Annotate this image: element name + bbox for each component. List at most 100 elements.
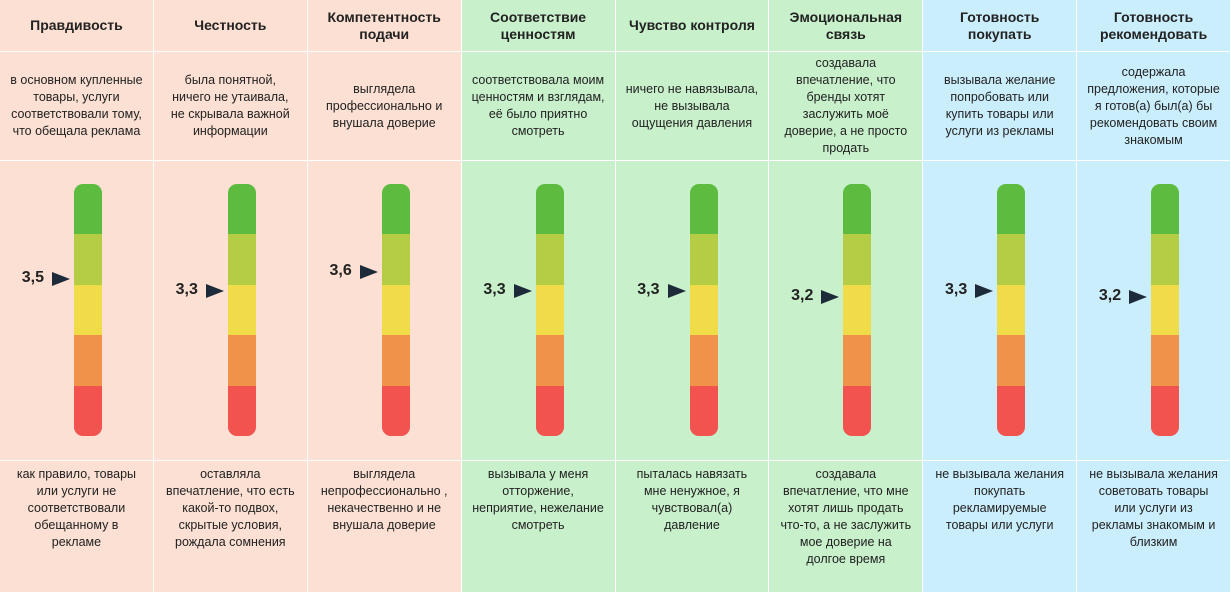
top-divider xyxy=(615,160,769,161)
gauge-segment xyxy=(535,335,564,386)
gauge-segment xyxy=(1151,284,1180,336)
category-column: Готовность покупать вызывала желание попр… xyxy=(923,0,1078,592)
value-arrow xyxy=(975,284,994,299)
category-title: Честность xyxy=(194,17,267,33)
gauge-segment xyxy=(535,284,564,336)
gauge-segment xyxy=(689,284,718,336)
bottom-divider xyxy=(769,460,923,461)
header-divider xyxy=(769,51,923,52)
value-label: 3,2 xyxy=(1098,287,1122,305)
gauge-segment xyxy=(1151,184,1180,235)
gauge-segment xyxy=(535,184,564,235)
header-divider xyxy=(1077,51,1230,52)
value-label: 3,3 xyxy=(175,281,198,299)
value-arrow xyxy=(821,290,840,305)
header-divider xyxy=(923,51,1077,52)
bottom-divider xyxy=(615,460,769,461)
high-anchor-text: соответствовала моим ценностям и взгляда… xyxy=(471,73,605,138)
value-arrow xyxy=(1129,290,1148,305)
gauge-segment xyxy=(227,385,256,436)
gauge-segment xyxy=(1151,335,1180,386)
top-divider xyxy=(307,160,461,161)
gauge-segment xyxy=(381,234,410,285)
gauge-segment xyxy=(227,234,256,285)
header-divider xyxy=(615,51,769,52)
gauge-segment xyxy=(689,335,718,386)
gauge-bar xyxy=(535,184,564,436)
category-column: Чувство контроля ничего не навязывала, не… xyxy=(615,0,770,592)
low-anchor-text: как правило, товары или услуги не соотве… xyxy=(16,467,137,549)
category-column: Правдивость в основном купленные товары, … xyxy=(0,0,154,592)
gauge-segment xyxy=(74,335,102,386)
low-anchor-text: пыталась навязать мне ненужное, я чувств… xyxy=(636,467,748,532)
gauge-bar xyxy=(1151,184,1180,436)
gauge-segment xyxy=(74,385,102,436)
gauge-segment xyxy=(997,234,1026,285)
gauge-segment xyxy=(689,385,718,436)
top-divider xyxy=(1077,160,1230,161)
category-title: Соответствие ценностям xyxy=(490,8,587,42)
gauge-segment xyxy=(997,184,1026,235)
value-label: 3,3 xyxy=(945,281,968,299)
low-anchor-text: оставляла впечатление, что есть какой-то… xyxy=(166,467,295,549)
category-title: Чувство контроля xyxy=(628,17,755,33)
gauge-segment xyxy=(535,234,564,285)
top-divider xyxy=(0,160,153,161)
gauge-segment xyxy=(843,234,872,285)
value-arrow xyxy=(667,284,686,299)
gauge-segment xyxy=(74,234,102,285)
header-divider xyxy=(153,51,307,52)
category-column: Честность была понятной, ничего не утаива… xyxy=(153,0,308,592)
gauge-segment xyxy=(843,184,872,235)
top-divider xyxy=(461,160,615,161)
gauge-bar xyxy=(689,184,718,436)
gauge-segment xyxy=(843,284,872,336)
category-title: Эмоциональная связь xyxy=(789,8,903,42)
top-divider xyxy=(153,160,307,161)
gauge-segment xyxy=(381,184,410,235)
gauge-bar xyxy=(74,184,102,436)
gauge-segment xyxy=(74,284,102,336)
low-anchor-text: выглядела непрофессионально , некачестве… xyxy=(320,467,448,532)
gauge-bar xyxy=(227,184,256,436)
category-column: Готовность рекомендовать содержала предло… xyxy=(1077,0,1231,592)
header-divider xyxy=(0,51,153,52)
gauge-segment xyxy=(997,284,1026,336)
top-divider xyxy=(923,160,1077,161)
bottom-divider xyxy=(0,460,153,461)
value-arrow xyxy=(513,284,532,299)
bottom-divider xyxy=(923,460,1077,461)
gauge-segment xyxy=(1151,234,1180,285)
value-label: 3,3 xyxy=(483,281,506,299)
bottom-divider xyxy=(307,460,461,461)
gauge-segment xyxy=(689,184,718,235)
high-anchor-text: создавала впечатление, что бренды хотят … xyxy=(784,56,908,155)
category-title: Компетентность подачи xyxy=(327,8,441,42)
value-label: 3,6 xyxy=(329,262,352,280)
category-title: Правдивость xyxy=(30,17,123,33)
high-anchor-text: выглядела профессионально и внушала дове… xyxy=(326,81,443,130)
category-title: Готовность рекомендовать xyxy=(1099,8,1208,42)
category-column: Компетентность подачи выглядела профессио… xyxy=(307,0,462,592)
gauge-segment xyxy=(227,284,256,336)
category-column: Соответствие ценностям соответствовала мо… xyxy=(461,0,616,592)
low-anchor-text: не вызывала желания покупать рекламируем… xyxy=(935,467,1064,532)
gauge-bar xyxy=(381,184,410,436)
top-divider xyxy=(769,160,923,161)
value-arrow xyxy=(52,271,70,286)
value-label: 3,5 xyxy=(21,268,44,286)
gauge-segment xyxy=(227,335,256,386)
category-column: Эмоциональная связь создавала впечатление… xyxy=(769,0,924,592)
header-divider xyxy=(307,51,461,52)
gauge-segment xyxy=(381,284,410,336)
gauge-bar xyxy=(997,184,1026,436)
low-anchor-text: вызывала у меня отторжение, неприятие, н… xyxy=(472,467,604,532)
gauge-segment xyxy=(74,184,102,235)
header-divider xyxy=(461,51,615,52)
gauge-segment xyxy=(381,335,410,386)
value-label: 3,2 xyxy=(791,287,814,305)
value-arrow xyxy=(359,265,378,280)
bottom-divider xyxy=(1077,460,1230,461)
bottom-divider xyxy=(461,460,615,461)
